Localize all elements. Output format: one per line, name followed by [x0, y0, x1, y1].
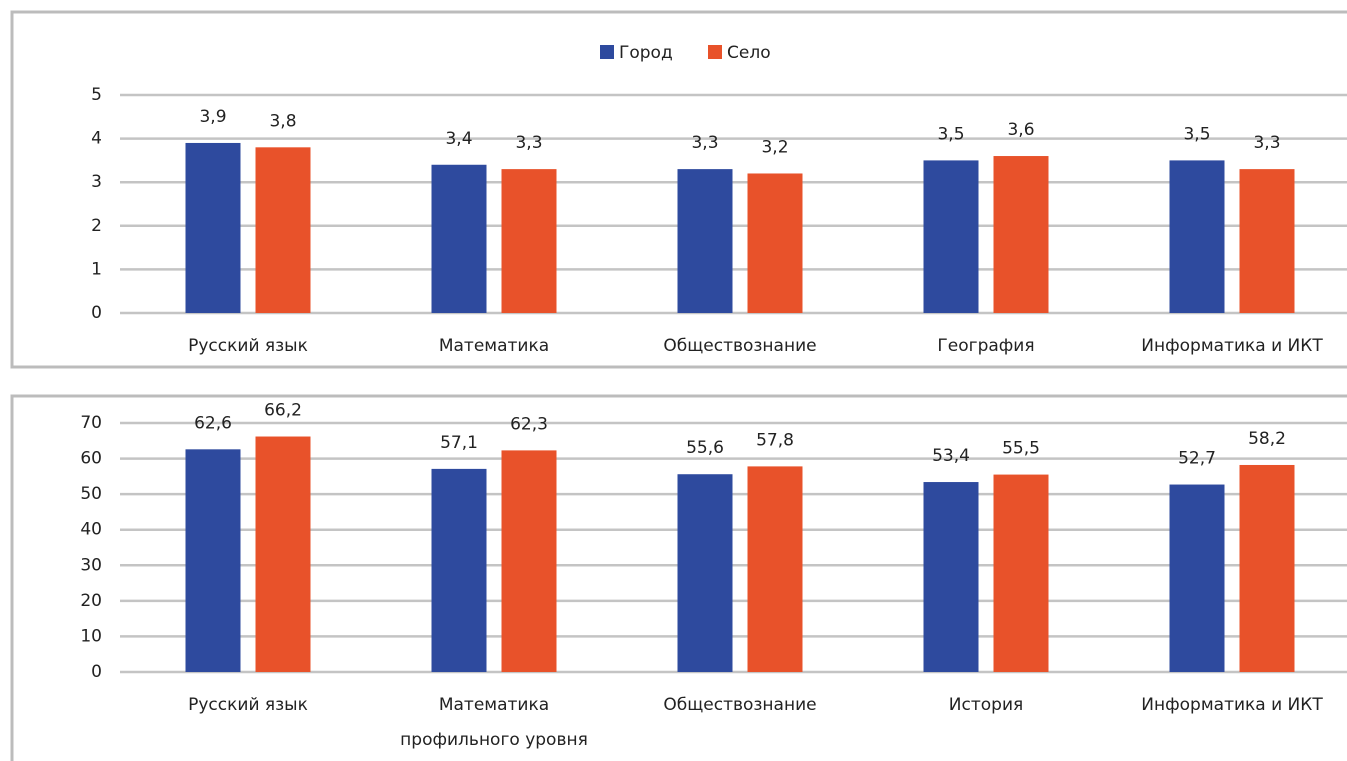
bar	[923, 482, 979, 672]
x-tick-label: Обществознание	[663, 695, 816, 715]
legend-label: Село	[727, 43, 771, 63]
y-tick-label: 30	[80, 555, 102, 575]
legend-label: Город	[619, 43, 673, 63]
data-label: 3,3	[515, 133, 542, 153]
chart-frame	[10, 394, 1347, 761]
bar	[747, 466, 803, 672]
y-tick-label: 4	[91, 129, 102, 149]
bar	[185, 142, 241, 313]
y-tick-label: 70	[80, 413, 102, 433]
y-tick-label: 60	[80, 449, 102, 469]
data-label: 3,3	[691, 133, 718, 153]
bar	[501, 450, 557, 672]
x-tick-label: Математика профильного уровня	[400, 695, 588, 750]
bar	[185, 449, 241, 672]
data-label: 3,9	[199, 107, 226, 127]
bar	[1169, 160, 1225, 313]
bar	[255, 436, 311, 672]
legend-swatch	[708, 45, 722, 59]
data-label: 52,7	[1178, 449, 1216, 469]
bar	[993, 156, 1049, 313]
y-tick-label: 40	[80, 520, 102, 540]
data-label: 57,1	[440, 433, 478, 453]
y-tick-label: 0	[91, 662, 102, 682]
bar	[431, 164, 487, 313]
x-tick-label: Информатика и ИКТ	[1141, 336, 1323, 356]
data-label: 55,5	[1002, 439, 1040, 459]
data-label: 3,8	[269, 111, 296, 131]
bar	[255, 147, 311, 313]
y-tick-label: 1	[91, 259, 102, 279]
y-tick-label: 10	[80, 626, 102, 646]
y-tick-label: 20	[80, 591, 102, 611]
data-label: 3,2	[761, 137, 788, 157]
bar	[431, 468, 487, 672]
data-label: 62,6	[194, 413, 232, 433]
x-tick-label: География	[937, 336, 1034, 356]
data-label: 62,3	[510, 414, 548, 434]
x-tick-label: Обществознание	[663, 336, 816, 356]
x-tick-line: Математика	[439, 695, 549, 715]
bar	[747, 173, 803, 313]
y-tick-label: 5	[91, 85, 102, 105]
data-label: 3,5	[937, 124, 964, 144]
bar	[677, 169, 733, 313]
bar	[1169, 484, 1225, 672]
y-tick-label: 0	[91, 303, 102, 323]
x-tick-line: профильного уровня	[400, 730, 588, 750]
data-label: 3,4	[445, 129, 472, 149]
data-label: 58,2	[1248, 429, 1286, 449]
data-label: 55,6	[686, 438, 724, 458]
y-tick-label: 50	[80, 484, 102, 504]
bar	[677, 474, 733, 672]
y-tick-label: 3	[91, 172, 102, 192]
x-tick-label: Русский язык	[188, 695, 308, 715]
x-tick-label: Информатика и ИКТ	[1141, 695, 1323, 715]
bar	[1239, 169, 1295, 313]
data-label: 57,8	[756, 430, 794, 450]
data-label: 3,3	[1253, 133, 1280, 153]
x-tick-label: Русский язык	[188, 336, 308, 356]
bar	[923, 160, 979, 313]
data-label: 66,2	[264, 401, 302, 421]
chart-frame	[10, 10, 1347, 369]
bar	[1239, 464, 1295, 672]
data-label: 3,6	[1007, 120, 1034, 140]
y-tick-label: 2	[91, 216, 102, 236]
bar	[501, 169, 557, 313]
bar	[993, 474, 1049, 672]
data-label: 3,5	[1183, 124, 1210, 144]
x-tick-label: История	[949, 695, 1023, 715]
data-label: 53,4	[932, 446, 970, 466]
x-tick-label: Математика	[439, 336, 549, 356]
legend-swatch	[600, 45, 614, 59]
